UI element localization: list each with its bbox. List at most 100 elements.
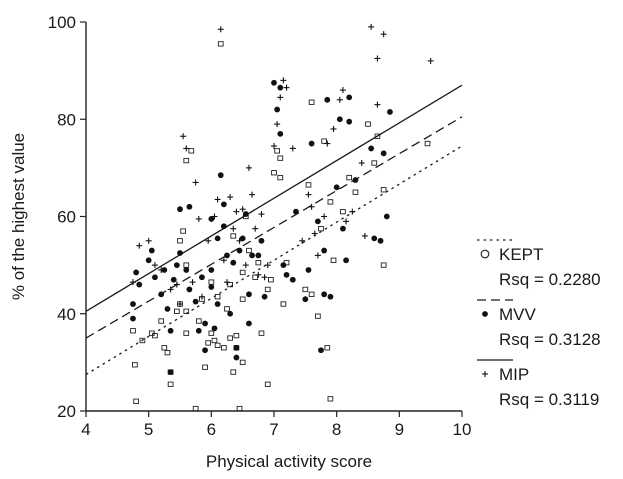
data-point-mvv (202, 320, 208, 327)
data-point-mip (274, 121, 281, 128)
x-tick-label: 9 (395, 420, 404, 439)
data-point-mip (314, 252, 321, 259)
legend-rsq-label: Rsq = 0.3128 (499, 330, 601, 349)
data-point-mvv (305, 267, 312, 273)
data-point-kept (152, 332, 158, 339)
data-point-kept (302, 286, 309, 293)
data-point-kept (177, 238, 183, 244)
data-point-mip (330, 125, 337, 132)
data-point-mip (361, 232, 368, 239)
data-point-mvv (233, 354, 240, 361)
data-point-mip (177, 301, 183, 308)
data-point-mvv (318, 347, 324, 354)
fit-line-kept (85, 145, 463, 376)
data-point-mip (192, 179, 199, 186)
data-point-mip (180, 133, 187, 140)
data-point-kept (214, 342, 221, 349)
data-point-kept (258, 330, 265, 336)
data-point-mvv (230, 259, 237, 266)
data-point-mvv (173, 262, 180, 269)
data-point-mip (321, 213, 328, 220)
data-point-kept (239, 296, 246, 302)
data-point-mvv (236, 247, 243, 254)
data-point-mvv (352, 177, 359, 183)
data-point-kept (246, 247, 252, 254)
data-point-mvv (220, 201, 227, 208)
data-point-kept (252, 274, 259, 280)
data-point-kept (183, 262, 190, 268)
data-point-mvv (186, 286, 193, 293)
data-point-kept (380, 187, 387, 193)
data-point-mvv (387, 109, 393, 115)
data-point-kept (305, 182, 312, 188)
data-point-mip (136, 242, 143, 249)
data-point-mvv (368, 145, 375, 152)
data-point-kept (211, 337, 218, 344)
data-point-mvv (271, 79, 277, 86)
axis-ticks: 4 5 6 7 8 9 10 20 40 60 80 100 (48, 13, 472, 439)
data-point-mvv (227, 310, 234, 317)
data-point-mip (130, 279, 136, 286)
data-point-mip (324, 140, 331, 147)
y-axis-title: % of the highest value (9, 133, 28, 300)
data-point-mvv (321, 247, 328, 254)
data-point-kept (133, 398, 139, 404)
data-point-mvv (255, 252, 262, 259)
data-point-mip (368, 23, 375, 30)
data-point-mvv (145, 257, 152, 264)
data-point-mip (258, 211, 265, 218)
data-point-mvv (293, 208, 299, 215)
data-point-kept (352, 189, 359, 195)
data-point-kept (277, 174, 284, 181)
data-point-mip (145, 237, 152, 244)
data-point-mip (173, 281, 180, 288)
data-point-mvv (249, 252, 255, 259)
data-point-kept (221, 345, 227, 351)
data-point-kept (308, 291, 315, 297)
data-point-mvv (340, 225, 346, 232)
legend-series-name: MIP (499, 365, 529, 384)
y-tick-label: 100 (48, 13, 76, 32)
data-point-mvv (133, 269, 140, 276)
data-point-mvv (164, 305, 171, 312)
data-point-mvv (217, 172, 224, 179)
x-tick-label: 4 (81, 420, 90, 439)
x-tick-label: 8 (332, 420, 341, 439)
data-point-mvv (224, 252, 230, 259)
data-point-kept (264, 286, 271, 293)
data-point-mvv (333, 184, 340, 191)
data-point-kept (217, 41, 224, 47)
data-point-mip (427, 57, 434, 64)
legend: KEPT Rsq = 0.2280 MVV Rsq = 0.3128 MIP Rsq = … (477, 239, 601, 409)
data-point-mvv (183, 267, 190, 273)
data-point-mvv (380, 150, 387, 157)
data-point-mvv (246, 320, 252, 327)
x-tick-label: 6 (207, 420, 216, 439)
data-point-mip (339, 87, 346, 94)
data-point-mvv (277, 84, 284, 91)
data-point-mip (220, 257, 227, 264)
data-point-mvv (242, 211, 249, 217)
data-point-kept (161, 345, 168, 351)
data-point-kept (380, 262, 387, 268)
regression-lines (85, 84, 463, 376)
data-point-mip (242, 262, 249, 269)
data-points (130, 23, 434, 412)
data-point-mvv (161, 267, 168, 273)
data-point-kept (195, 318, 202, 324)
data-point-kept (239, 359, 246, 366)
data-point-mvv (321, 291, 328, 298)
data-point-kept (183, 308, 190, 314)
data-point-kept (132, 362, 138, 368)
data-point-kept (180, 228, 186, 234)
x-axis-title: Physical activity score (206, 452, 372, 471)
data-point-mip (374, 101, 381, 108)
data-point-mip (183, 145, 190, 152)
data-point-mip (233, 208, 240, 215)
data-point-mip (195, 215, 202, 222)
data-point-kept (233, 332, 240, 339)
data-point-mvv (211, 325, 218, 332)
fit-line-mip (85, 84, 463, 312)
data-point-mip (205, 237, 212, 244)
data-point-mip (308, 203, 315, 210)
